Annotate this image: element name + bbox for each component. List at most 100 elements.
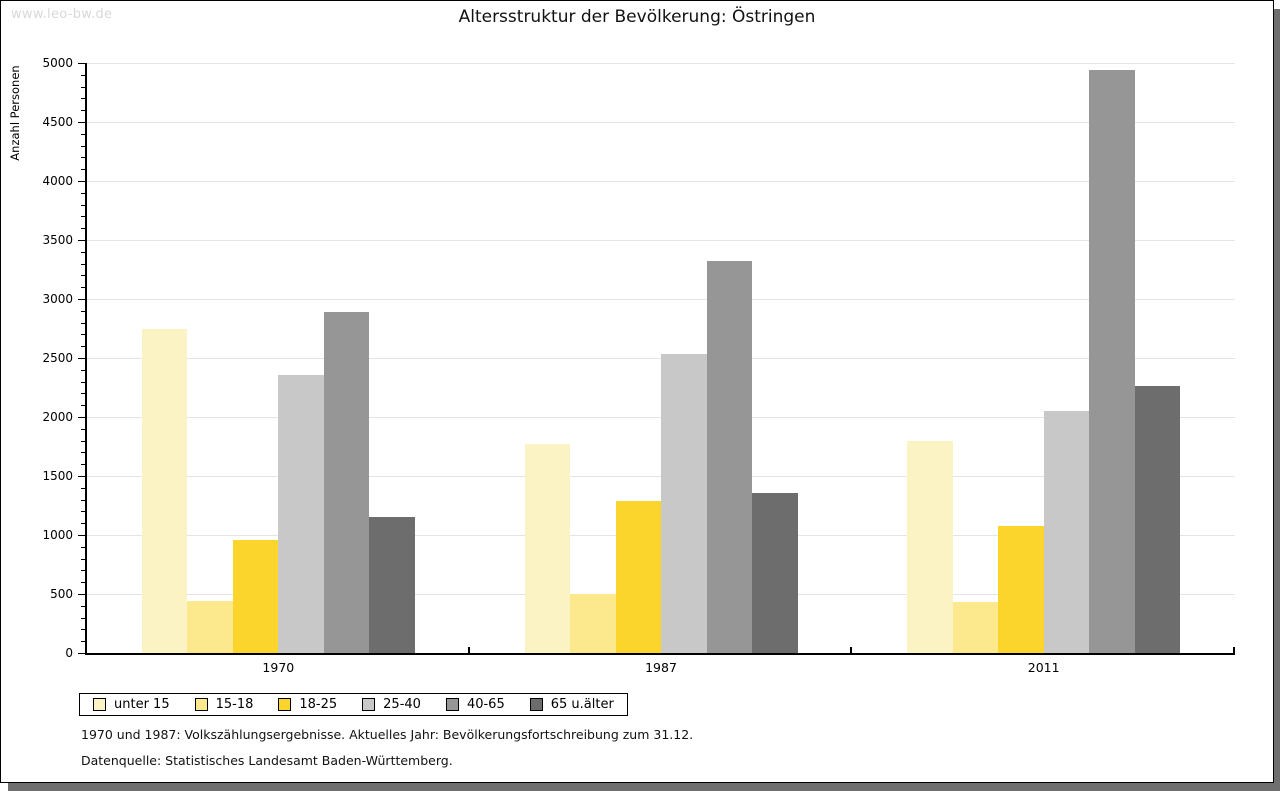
legend-label: 18-25 xyxy=(299,697,338,712)
y-minor-tick xyxy=(81,641,85,643)
bar-1970-40-65 xyxy=(323,311,370,653)
y-minor-tick xyxy=(81,464,85,466)
legend-label: 15-18 xyxy=(215,697,254,712)
x-category-label: 1987 xyxy=(645,660,677,675)
y-tick-label: 2500 xyxy=(42,351,73,365)
y-minor-tick xyxy=(81,110,85,112)
y-minor-tick xyxy=(81,558,85,560)
y-minor-tick xyxy=(81,617,85,619)
bar-2011-65-u-lter xyxy=(1134,386,1181,653)
y-major-tick xyxy=(78,181,85,182)
y-minor-tick xyxy=(81,499,85,501)
y-major-tick xyxy=(78,653,85,654)
bar-1987-unter-15 xyxy=(524,444,570,653)
legend-label: 65 u.älter xyxy=(550,697,614,712)
y-minor-tick xyxy=(81,204,85,206)
legend-label: 25-40 xyxy=(383,697,421,712)
y-tick-label: 1000 xyxy=(42,528,73,542)
y-minor-tick xyxy=(81,192,85,194)
bar-2011-40-65 xyxy=(1089,70,1135,653)
y-major-tick xyxy=(78,417,85,418)
bar-1987-15-18 xyxy=(570,594,616,653)
y-minor-tick xyxy=(81,570,85,572)
y-major-tick xyxy=(78,594,85,595)
plot-area: 0 500 1000 1500 2000 2500 3000 3500 4000 4500 5000… xyxy=(42,56,1235,675)
legend-swatch xyxy=(93,698,106,711)
legend-swatch xyxy=(445,698,459,711)
y-minor-tick xyxy=(81,511,85,513)
y-minor-tick xyxy=(81,452,85,454)
y-minor-tick xyxy=(81,216,85,218)
y-minor-tick xyxy=(81,287,85,289)
y-minor-tick xyxy=(81,133,85,135)
bar-1970-15-18 xyxy=(187,601,233,653)
legend-item: 18-25 xyxy=(278,697,337,712)
legend-swatch xyxy=(194,698,208,711)
legend-item: 25-40 xyxy=(362,697,421,712)
bar-1987-65-u-lter xyxy=(752,492,798,653)
footnote-line-1: 1970 und 1987: Volkszählungsergebnisse. … xyxy=(81,727,694,742)
y-minor-tick xyxy=(81,346,85,348)
y-tick-label: 3500 xyxy=(42,233,73,247)
bar-2011-25-40 xyxy=(1043,411,1090,653)
y-minor-tick xyxy=(81,523,85,525)
legend-swatch xyxy=(362,698,376,711)
y-minor-tick xyxy=(81,228,85,230)
y-minor-tick xyxy=(81,275,85,277)
footnote-line-2: Datenquelle: Statistisches Landesamt Bad… xyxy=(81,753,453,768)
y-tick-label: 2000 xyxy=(42,410,73,424)
legend-swatch xyxy=(529,698,543,711)
y-minor-tick xyxy=(81,263,85,265)
y-tick-label: 4500 xyxy=(42,115,73,129)
y-minor-tick xyxy=(81,582,85,584)
y-minor-tick xyxy=(81,428,85,430)
page-title: Altersstruktur der Bevölkerung: Östringe… xyxy=(458,7,816,27)
y-tick-label: 4000 xyxy=(42,174,73,188)
y-major-tick xyxy=(78,535,85,536)
y-minor-tick xyxy=(81,145,85,147)
x-boundary-tick xyxy=(1233,647,1235,653)
x-boundary-tick xyxy=(850,647,853,653)
y-minor-tick xyxy=(81,393,85,395)
bar-1970-unter-15 xyxy=(141,328,188,653)
legend-swatch xyxy=(278,698,292,711)
y-tick-label: 3000 xyxy=(42,292,73,306)
y-minor-tick xyxy=(81,251,85,253)
bar-1970-25-40 xyxy=(278,374,324,653)
y-minor-tick xyxy=(81,169,85,171)
legend-item: unter 15 xyxy=(93,697,170,712)
bar-2011-18-25 xyxy=(998,525,1044,653)
y-major-tick xyxy=(78,299,85,300)
y-tick-label: 1500 xyxy=(42,469,73,483)
legend: unter 15 15-18 18-25 25-40 40-65 65 u.älter xyxy=(79,693,628,716)
bar-1970-18-25 xyxy=(232,539,279,653)
y-minor-tick xyxy=(81,546,85,548)
legend-item: 40-65 xyxy=(445,697,505,712)
y-minor-tick xyxy=(81,157,85,159)
gridline xyxy=(87,181,1235,182)
watermark: www.leo-bw.de xyxy=(11,7,113,22)
x-category-label: 2011 xyxy=(1027,660,1060,675)
y-minor-tick xyxy=(81,310,85,312)
gridline xyxy=(87,240,1235,241)
bar-1987-40-65 xyxy=(706,261,752,653)
y-axis-title: Anzahl Personen xyxy=(8,65,22,161)
y-minor-tick xyxy=(81,74,85,76)
legend-label: unter 15 xyxy=(114,697,170,712)
x-boundary-tick xyxy=(467,647,470,653)
bar-2011-unter-15 xyxy=(907,440,953,653)
y-major-tick xyxy=(78,63,85,64)
bar-1987-18-25 xyxy=(615,500,661,653)
gridline xyxy=(87,63,1235,64)
y-minor-tick xyxy=(81,322,85,324)
bar-1970-65-u-lter xyxy=(369,517,415,653)
y-minor-tick xyxy=(81,605,85,607)
y-minor-tick xyxy=(81,86,85,88)
y-tick-label: 5000 xyxy=(42,56,73,70)
x-category-label: 1970 xyxy=(262,660,295,675)
y-major-tick xyxy=(78,476,85,477)
y-minor-tick xyxy=(81,629,85,631)
legend-label: 40-65 xyxy=(466,697,505,712)
y-minor-tick xyxy=(81,381,85,383)
